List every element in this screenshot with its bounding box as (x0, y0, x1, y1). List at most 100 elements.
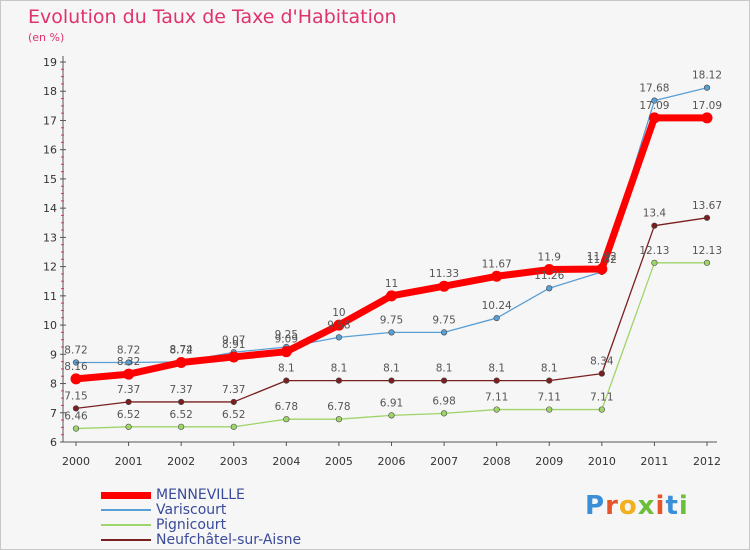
data-label: 6.78 (327, 401, 350, 413)
data-point (125, 398, 132, 406)
data-label: 11.33 (429, 268, 459, 280)
y-tick-label: 8 (50, 378, 57, 391)
data-label: 8.16 (64, 361, 88, 373)
data-label: 11 (385, 278, 398, 290)
axes: 6 7 8 9 10 11 12 13 14 15 16 17 18 19 2000 2001 2002 2003… (43, 56, 721, 468)
data-point (388, 412, 395, 419)
data-point (651, 222, 658, 229)
data-point (598, 406, 605, 413)
data-label: 11.26 (534, 270, 564, 282)
data-label: 6.46 (64, 411, 88, 423)
legend-swatch (101, 491, 151, 499)
data-point (543, 264, 555, 276)
data-label: 8.1 (541, 363, 558, 375)
data-point (703, 214, 711, 221)
x-tick-label: 2005 (325, 455, 353, 468)
y-tick-label: 11 (43, 290, 57, 303)
y-tick-label: 17 (43, 114, 57, 127)
data-label: 7.11 (538, 392, 561, 404)
data-point (546, 406, 553, 413)
legend-label: Variscourt (156, 502, 227, 518)
y-tick-label: 10 (43, 319, 57, 332)
data-point (386, 290, 397, 302)
x-tick-label: 2004 (272, 455, 300, 468)
data-label: 7.11 (485, 392, 508, 404)
data-label: 11.9 (538, 252, 561, 264)
data-label: 17.68 (639, 83, 669, 95)
data-point (493, 406, 500, 413)
legend-item-variscourt: Variscourt (101, 502, 226, 518)
data-label: 11.92 (587, 251, 617, 263)
data-point (230, 423, 237, 430)
x-tick-label: 2012 (693, 455, 721, 468)
data-point (440, 377, 448, 384)
data-point (651, 259, 658, 266)
data-point (125, 359, 132, 366)
x-tick-label: 2010 (588, 455, 616, 468)
unit-label: (en %) (28, 31, 65, 44)
data-label: 8.1 (331, 363, 348, 375)
legend-item-neufchatel: Neufchâtel-sur-Aisne (101, 532, 301, 548)
y-tick-label: 9 (50, 348, 57, 361)
data-label: 6.78 (275, 401, 298, 413)
data-point (440, 329, 448, 336)
y-tick-label: 16 (43, 144, 57, 157)
data-point (546, 285, 553, 292)
data-label: 6.91 (380, 397, 403, 409)
y-tick-label: 15 (43, 173, 57, 186)
legend-swatch (101, 539, 151, 541)
data-label: 18.12 (692, 70, 722, 82)
data-point (230, 398, 237, 406)
data-label: 8.1 (488, 363, 505, 375)
data-point (648, 112, 660, 124)
data-label: 9.58 (327, 319, 350, 331)
x-tick-label: 2001 (115, 455, 143, 468)
data-label: 6.98 (432, 395, 455, 407)
data-label: 7.15 (64, 390, 87, 402)
data-point (388, 329, 395, 336)
data-point (283, 377, 290, 384)
data-point (491, 270, 503, 282)
data-label: 6.52 (117, 409, 140, 421)
data-point (438, 280, 450, 292)
y-tick-label: 18 (43, 85, 57, 98)
x-tick-label: 2009 (535, 455, 563, 468)
series-layer (70, 84, 713, 432)
x-tick-label: 2002 (167, 455, 195, 468)
y-tick-label: 14 (43, 202, 57, 215)
data-point (70, 373, 82, 385)
data-point (178, 423, 185, 430)
data-point (335, 416, 343, 423)
data-point (335, 334, 343, 341)
data-label: 9.25 (275, 329, 298, 341)
data-label: 8.1 (436, 363, 453, 375)
data-label: 8.72 (117, 344, 140, 356)
proxiti-logo: Proxiti (585, 491, 689, 521)
data-label: 8.91 (222, 339, 245, 351)
data-label: 7.11 (590, 392, 613, 404)
data-point (280, 346, 292, 358)
data-point (123, 368, 135, 380)
data-label: 10.24 (482, 300, 512, 312)
x-tick-label: 2000 (62, 455, 90, 468)
series-line-0 (72, 114, 711, 383)
data-point (283, 416, 290, 423)
data-label: 6.52 (222, 409, 245, 421)
x-tick-label: 2011 (640, 455, 668, 468)
data-point (651, 97, 658, 104)
x-tick-label: 2007 (430, 455, 458, 468)
data-label: 11.67 (482, 258, 512, 270)
data-point (493, 314, 500, 322)
data-point (228, 351, 240, 363)
data-label: 8.72 (64, 344, 87, 356)
data-labels-layer: 8.72 8.72 8.749.07 9.259.58 9.75 9.7510.2411.… (64, 70, 722, 423)
data-label: 9.07 (222, 334, 245, 346)
data-label: 13.67 (692, 200, 722, 212)
data-label: 17.09 (692, 100, 722, 112)
data-label: 8.32 (117, 356, 140, 368)
data-label: 7.37 (117, 384, 140, 396)
data-point (178, 398, 185, 406)
data-label: 12.13 (639, 245, 669, 257)
data-point (335, 377, 343, 384)
